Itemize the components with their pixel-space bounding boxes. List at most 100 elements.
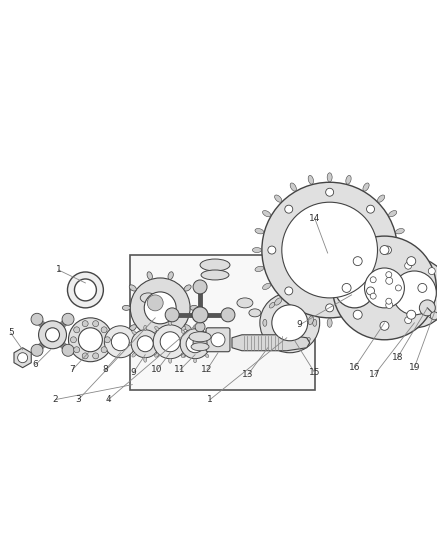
Circle shape (104, 326, 136, 358)
Ellipse shape (313, 319, 317, 326)
Text: 13: 13 (242, 370, 254, 379)
Ellipse shape (181, 326, 186, 330)
Circle shape (428, 311, 435, 318)
Text: 14: 14 (309, 214, 320, 223)
Ellipse shape (304, 302, 310, 308)
Circle shape (180, 329, 210, 359)
Circle shape (392, 271, 436, 315)
Text: 1: 1 (56, 265, 61, 274)
Text: 10: 10 (152, 365, 163, 374)
Ellipse shape (389, 211, 397, 217)
Circle shape (272, 305, 308, 341)
Ellipse shape (304, 337, 310, 343)
Circle shape (407, 310, 416, 319)
Ellipse shape (389, 284, 397, 289)
Circle shape (326, 304, 334, 312)
Ellipse shape (194, 325, 197, 329)
Circle shape (74, 279, 96, 301)
Text: 2: 2 (53, 395, 58, 404)
Circle shape (370, 293, 376, 299)
Ellipse shape (132, 353, 136, 357)
Ellipse shape (249, 309, 261, 317)
Circle shape (160, 332, 180, 352)
Ellipse shape (255, 266, 264, 271)
Text: 16: 16 (349, 363, 360, 372)
Circle shape (380, 321, 389, 330)
Circle shape (285, 205, 293, 213)
Ellipse shape (129, 325, 136, 331)
Ellipse shape (346, 316, 351, 325)
Circle shape (260, 293, 320, 353)
Circle shape (332, 236, 436, 340)
Circle shape (386, 298, 392, 304)
Ellipse shape (169, 358, 172, 363)
Ellipse shape (262, 211, 271, 217)
Text: 19: 19 (409, 363, 420, 372)
Circle shape (71, 337, 77, 343)
Ellipse shape (290, 309, 297, 317)
Ellipse shape (181, 330, 185, 334)
Text: 17: 17 (369, 370, 380, 379)
Ellipse shape (155, 353, 159, 357)
Ellipse shape (205, 330, 209, 334)
Circle shape (186, 335, 204, 353)
Circle shape (326, 188, 334, 196)
Circle shape (428, 268, 435, 274)
Ellipse shape (147, 272, 152, 279)
Ellipse shape (200, 259, 230, 271)
Text: 9: 9 (297, 320, 303, 329)
Circle shape (379, 258, 438, 328)
Circle shape (285, 287, 293, 295)
Ellipse shape (189, 332, 211, 342)
Circle shape (367, 205, 374, 213)
Ellipse shape (396, 266, 404, 271)
Circle shape (386, 272, 392, 278)
Circle shape (192, 307, 208, 323)
Circle shape (384, 246, 392, 254)
Ellipse shape (149, 340, 154, 343)
Ellipse shape (181, 353, 186, 357)
Ellipse shape (205, 354, 209, 358)
Ellipse shape (308, 175, 314, 184)
Ellipse shape (363, 183, 369, 191)
Circle shape (31, 313, 43, 325)
Ellipse shape (155, 330, 159, 335)
Circle shape (353, 310, 362, 319)
Ellipse shape (327, 173, 332, 182)
Ellipse shape (263, 319, 267, 326)
Circle shape (195, 322, 205, 332)
Ellipse shape (140, 293, 156, 303)
Circle shape (62, 313, 74, 325)
Circle shape (144, 292, 176, 324)
Ellipse shape (286, 346, 293, 350)
Circle shape (282, 202, 378, 298)
Circle shape (93, 353, 99, 359)
Circle shape (39, 321, 67, 349)
Ellipse shape (147, 336, 152, 344)
Ellipse shape (190, 305, 198, 310)
Circle shape (82, 321, 88, 327)
FancyBboxPatch shape (130, 255, 314, 390)
Text: 11: 11 (174, 365, 186, 374)
Circle shape (68, 318, 112, 362)
Circle shape (18, 353, 28, 362)
Circle shape (418, 284, 427, 293)
Circle shape (380, 246, 389, 255)
Circle shape (46, 328, 60, 342)
Circle shape (364, 268, 404, 308)
Circle shape (419, 300, 435, 316)
Circle shape (82, 353, 88, 359)
Ellipse shape (191, 343, 209, 351)
Ellipse shape (262, 284, 271, 289)
Circle shape (78, 328, 102, 352)
Text: 9: 9 (131, 368, 136, 377)
Circle shape (342, 284, 351, 293)
Text: 4: 4 (106, 395, 111, 404)
Circle shape (62, 344, 74, 356)
Ellipse shape (176, 342, 180, 345)
Circle shape (165, 308, 179, 322)
FancyBboxPatch shape (206, 328, 230, 352)
Ellipse shape (378, 298, 385, 305)
Circle shape (407, 257, 416, 265)
Ellipse shape (168, 336, 173, 344)
